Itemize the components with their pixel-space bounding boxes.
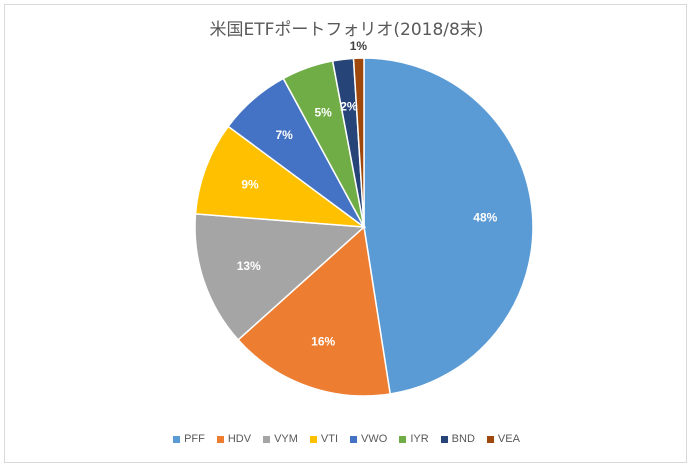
chart-area: 米国ETFポートフォリオ(2018/8末) 48% 16% 13% 9% 7% 5% 2% 1… (4, 4, 687, 463)
legend-label: VWO (361, 433, 388, 445)
legend-item-vea: VEA (486, 433, 520, 445)
data-label-bnd: 2% (340, 99, 358, 113)
legend-item-vti: VTI (309, 433, 339, 445)
legend-swatch (173, 435, 181, 443)
data-label-pff: 48% (473, 211, 497, 225)
legend-swatch (309, 435, 317, 443)
data-label-vwo: 7% (276, 128, 294, 142)
legend-label: VYM (274, 433, 298, 445)
legend-item-hdv: HDV (216, 433, 252, 445)
pie-slice-vym (194, 213, 366, 341)
legend-label: VTI (320, 433, 339, 445)
legend-swatch (216, 435, 224, 443)
pie-slice-pff (363, 57, 534, 395)
legend-swatch (263, 435, 271, 443)
data-label-hdv: 16% (311, 335, 335, 349)
pie-slice-vti (194, 125, 367, 228)
legend-item-bnd: BND (440, 433, 475, 445)
legend-swatch (399, 435, 407, 443)
chart-legend: PFF HDV VYM VTI VWO IYR BND VEA (5, 433, 688, 445)
legend-item-vym: VYM (263, 433, 298, 445)
data-label-vti: 9% (241, 177, 259, 191)
legend-label: BND (451, 433, 475, 445)
legend-swatch (440, 435, 448, 443)
legend-label: IYR (410, 433, 429, 445)
legend-swatch (486, 435, 494, 443)
legend-label: PFF (184, 433, 205, 445)
legend-item-vwo: VWO (350, 433, 387, 445)
pie-slice-hdv (237, 225, 392, 397)
legend-item-iyr: IYR (399, 433, 429, 445)
data-label-vea: 1% (350, 39, 368, 53)
pie-chart: 48% 16% 13% 9% 7% 5% 2% 1% (194, 39, 534, 397)
legend-label: VEA (497, 433, 520, 445)
legend-item-pff: PFF (173, 433, 205, 445)
data-label-iyr: 5% (315, 105, 333, 119)
legend-swatch (350, 435, 358, 443)
chart-title: 米国ETFポートフォリオ(2018/8末) (209, 20, 484, 40)
pie-slice-vea (352, 57, 365, 228)
legend-label: HDV (227, 433, 252, 445)
data-label-vym: 13% (237, 259, 261, 273)
